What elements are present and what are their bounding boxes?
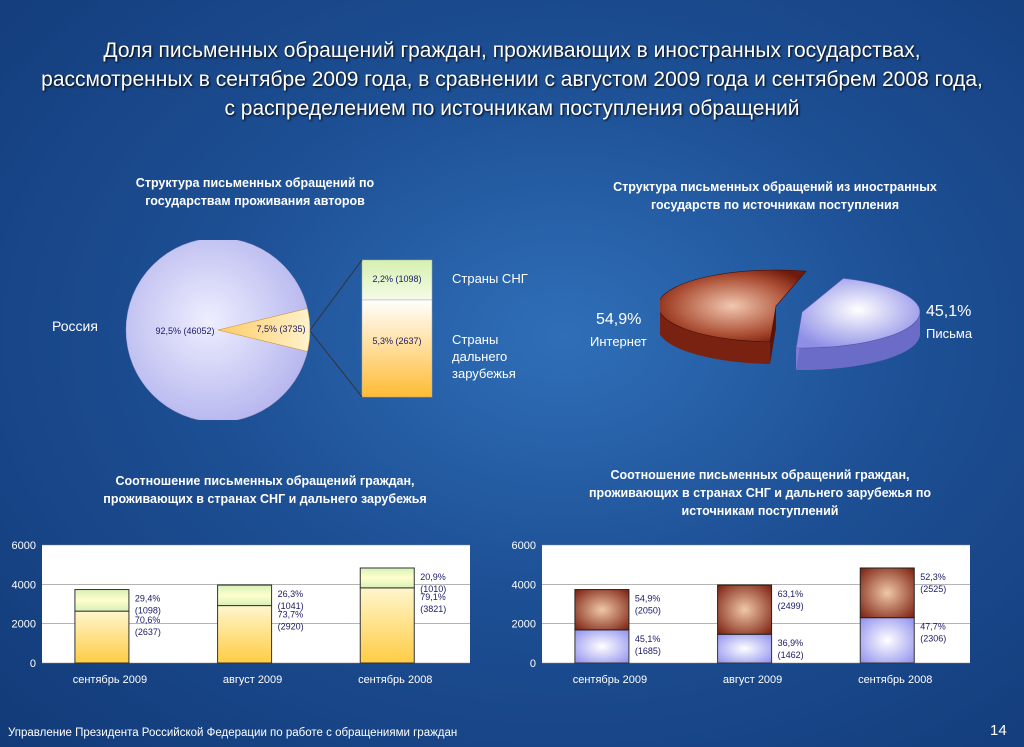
data-label: (2525) <box>920 584 946 594</box>
data-label: 45,1% <box>635 634 661 644</box>
y-tick-label: 2000 <box>12 619 36 631</box>
data-label: (1010) <box>420 584 446 594</box>
y-tick-label: 6000 <box>512 540 536 552</box>
connector-top <box>309 259 363 331</box>
bar-segment <box>574 629 630 664</box>
page-number: 14 <box>990 722 1007 739</box>
connector-bottom <box>309 330 363 398</box>
page-title: Доля письменных обращений граждан, прожи… <box>41 39 983 120</box>
data-label: 36,9% <box>778 638 804 648</box>
pie2-internet-side <box>770 306 776 364</box>
pie2-chart <box>660 269 920 370</box>
bar-segment <box>217 584 273 607</box>
data-label: (1685) <box>635 646 661 656</box>
bar1-chart: 0 2000 4000 6000 70,6% (2637) 29,4% (1098) сентя… <box>12 540 470 686</box>
x-tick-label: сентябрь 2009 <box>573 674 647 686</box>
data-label: 54,9% <box>635 594 661 604</box>
pie2-letters-rim <box>796 312 920 370</box>
pie1-label-sng: 2,2% (1098) <box>372 274 421 284</box>
x-tick-label: сентябрь 2008 <box>858 674 932 686</box>
legend-far-line1: Страны <box>452 332 499 347</box>
data-label: (2050) <box>635 606 661 616</box>
y-tick-label: 0 <box>30 658 36 670</box>
bar2-title: Соотношение письменных обращений граждан… <box>588 468 932 518</box>
bar-segment <box>717 633 773 664</box>
pie2-internet-pct: 54,9% <box>596 311 642 328</box>
x-tick-label: август 2009 <box>723 674 782 686</box>
data-label: 29,4% <box>135 594 161 604</box>
data-label: 47,7% <box>920 622 946 632</box>
bar-segment <box>74 589 130 612</box>
data-label: 20,9% <box>420 572 446 582</box>
x-tick-label: сентябрь 2008 <box>358 674 432 686</box>
data-label: 26,3% <box>278 589 304 599</box>
data-label: 73,7% <box>278 610 304 620</box>
bar-segment <box>717 584 773 635</box>
data-label: (2920) <box>278 622 304 632</box>
x-tick-label: август 2009 <box>223 674 282 686</box>
pie1-label-russia: 92,5% (46052) <box>155 326 214 336</box>
bar2-chart: 0 2000 4000 6000 45,1% (1685) 54,9% (2050) сентя… <box>512 540 970 686</box>
data-label: (2499) <box>778 601 804 611</box>
pie1-russia-label: Россия <box>52 318 98 334</box>
data-label: (3821) <box>420 604 446 614</box>
pie1-chart: 2,2% (1098) 5,3% (2637) 92,5% (46052) 7,… <box>125 240 433 420</box>
bar-segment <box>574 589 630 631</box>
bar-segment <box>359 587 415 664</box>
y-tick-label: 4000 <box>512 579 536 591</box>
pie1-label-far: 5,3% (2637) <box>372 336 421 346</box>
pie2-letters-name: Письма <box>926 326 973 341</box>
data-label: (2306) <box>920 634 946 644</box>
pie2-slice-letters <box>795 277 920 349</box>
y-tick-label: 0 <box>530 658 536 670</box>
pie1-label-foreign: 7,5% (3735) <box>256 324 305 334</box>
legend-far-line2: дальнего <box>452 349 508 364</box>
data-label: 52,3% <box>920 572 946 582</box>
pie1-slice-foreign <box>217 308 311 352</box>
legend-far: Страны дальнего зарубежья <box>452 331 516 382</box>
bar-segment <box>359 567 415 589</box>
pie2-slice-internet <box>660 269 807 343</box>
pie2-internet-rim <box>660 312 771 364</box>
pie2-internet-name: Интернет <box>590 334 647 349</box>
x-tick-label: сентябрь 2009 <box>73 674 147 686</box>
data-label: 63,1% <box>778 589 804 599</box>
data-label: (1462) <box>778 650 804 660</box>
y-tick-label: 2000 <box>512 619 536 631</box>
bar-sng <box>361 259 433 301</box>
bar-segment <box>859 617 915 664</box>
bar-segment <box>217 605 273 664</box>
bar-segment <box>859 567 915 619</box>
bar-far <box>361 299 433 398</box>
y-tick-label: 6000 <box>12 540 36 552</box>
pie2-letters-pct: 45,1% <box>926 303 972 320</box>
data-label: (1098) <box>135 606 161 616</box>
pie1-title: Структура письменных обращений по госуда… <box>135 176 375 208</box>
legend-far-line3: зарубежья <box>452 366 516 381</box>
footer-text: Управление Президента Российской Федерац… <box>8 727 458 739</box>
data-label: 79,1% <box>420 592 446 602</box>
pie2-title: Структура письменных обращений из иностр… <box>613 180 937 212</box>
data-label: (1041) <box>278 601 304 611</box>
data-label: 70,6% <box>135 615 161 625</box>
data-label: (2637) <box>135 627 161 637</box>
bar-segment <box>74 610 130 664</box>
y-tick-label: 4000 <box>12 579 36 591</box>
legend-sng: Страны СНГ <box>452 271 528 286</box>
bar1-title: Соотношение письменных обращений граждан… <box>103 474 427 506</box>
